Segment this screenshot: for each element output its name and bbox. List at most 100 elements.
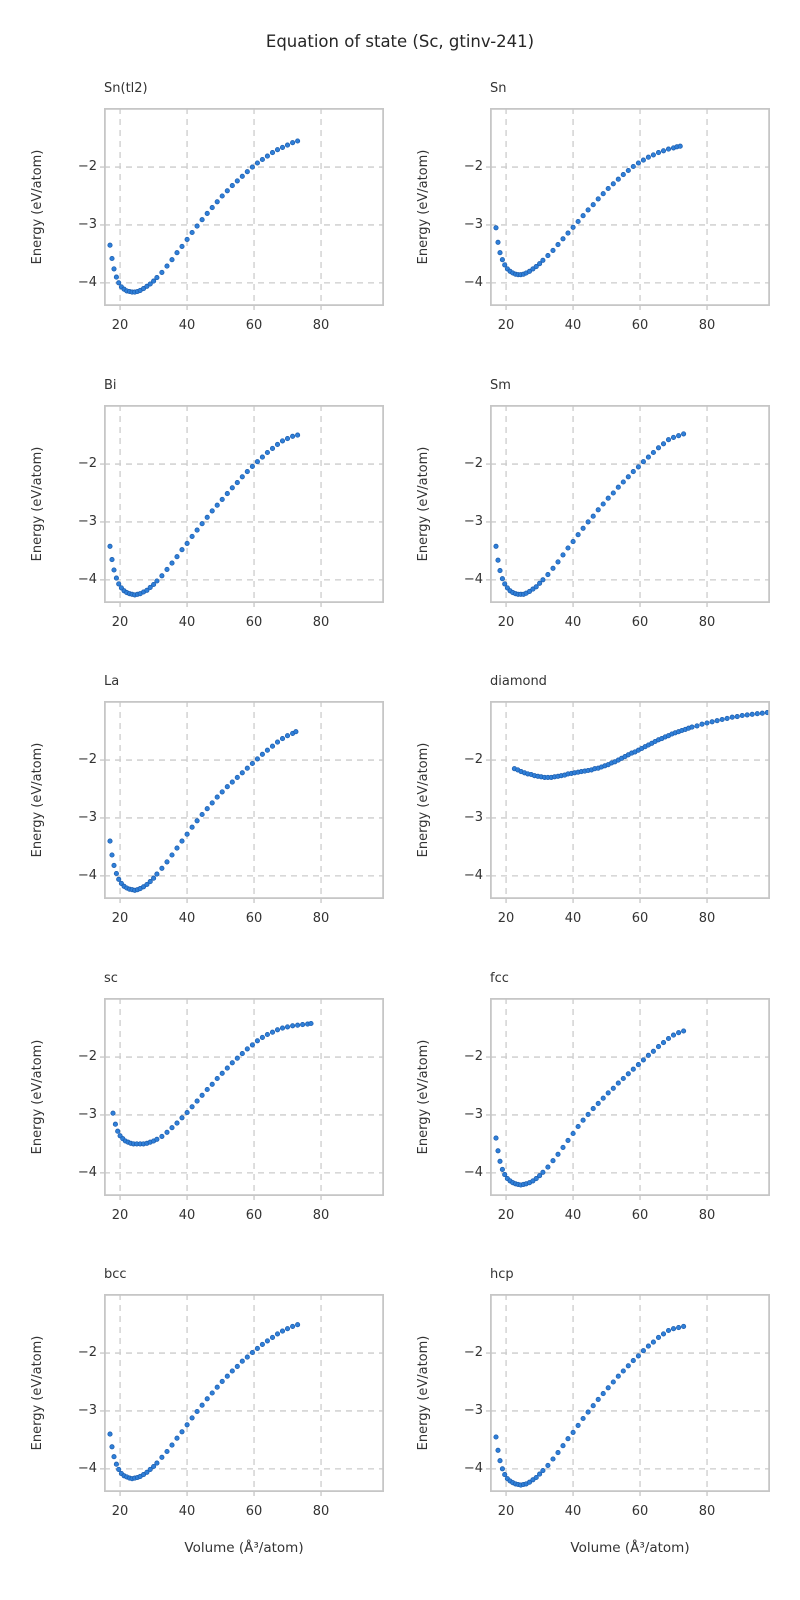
data-point bbox=[147, 584, 153, 590]
x-axis-label-right-column: Volume (Å³/atom) bbox=[570, 1540, 690, 1556]
data-point bbox=[615, 1080, 621, 1086]
data-point bbox=[537, 1471, 543, 1477]
data-point bbox=[229, 1368, 235, 1374]
data-point bbox=[570, 1429, 576, 1435]
data-point bbox=[635, 160, 641, 166]
data-point bbox=[560, 236, 566, 242]
data-point bbox=[635, 1062, 641, 1068]
y-tick-label: −2 bbox=[77, 752, 97, 768]
data-point bbox=[234, 480, 240, 486]
x-tick-label: 60 bbox=[245, 1208, 263, 1223]
data-point bbox=[630, 469, 636, 475]
data-point bbox=[610, 181, 616, 187]
y-axis-label: Energy (eV/atom) bbox=[30, 1039, 45, 1155]
data-point bbox=[159, 573, 165, 579]
data-point bbox=[719, 716, 725, 723]
data-point bbox=[293, 729, 299, 735]
data-point bbox=[640, 1057, 646, 1063]
data-point bbox=[595, 196, 601, 202]
y-tick-label: −4 bbox=[463, 571, 483, 587]
y-tick-label: −3 bbox=[77, 1402, 97, 1418]
data-point bbox=[590, 1106, 596, 1112]
data-point bbox=[676, 1030, 682, 1036]
data-point bbox=[279, 438, 286, 444]
data-point bbox=[115, 1128, 121, 1134]
data-point bbox=[140, 286, 147, 292]
data-point bbox=[495, 1148, 501, 1154]
data-point bbox=[759, 710, 765, 716]
data-point bbox=[497, 568, 503, 574]
data-point bbox=[154, 1136, 160, 1142]
data-point bbox=[580, 525, 586, 531]
data-point bbox=[259, 751, 265, 757]
data-point bbox=[239, 1051, 245, 1057]
data-point bbox=[269, 150, 276, 156]
data-point bbox=[540, 577, 546, 583]
data-point bbox=[219, 193, 225, 199]
data-point bbox=[111, 862, 117, 868]
x-tick-label: 20 bbox=[497, 318, 515, 333]
data-point bbox=[209, 1390, 215, 1396]
data-point bbox=[154, 578, 160, 584]
subplot-title-1: Sn(tl2) bbox=[104, 81, 148, 96]
data-point bbox=[290, 1323, 296, 1329]
y-axis-label: Energy (eV/atom) bbox=[416, 446, 431, 562]
data-point bbox=[199, 1402, 205, 1408]
data-point bbox=[219, 1070, 225, 1076]
data-point bbox=[284, 142, 291, 148]
data-point bbox=[109, 255, 115, 262]
data-point bbox=[610, 490, 616, 496]
data-point bbox=[595, 1100, 601, 1106]
data-point bbox=[670, 1032, 677, 1038]
y-axis-label: Energy (eV/atom) bbox=[30, 742, 45, 858]
data-point bbox=[116, 1466, 122, 1472]
data-point bbox=[585, 519, 591, 525]
subplot-title-8: fcc bbox=[490, 971, 509, 986]
data-point bbox=[199, 811, 205, 818]
axes-border bbox=[103, 1293, 385, 1492]
data-point bbox=[113, 1461, 119, 1467]
data-point bbox=[590, 513, 596, 519]
data-point bbox=[580, 213, 586, 219]
data-point bbox=[660, 148, 667, 154]
data-point bbox=[140, 884, 147, 890]
data-point bbox=[224, 784, 230, 790]
subplot-8-plot-area bbox=[486, 997, 771, 1200]
data-point bbox=[630, 1358, 636, 1364]
data-point bbox=[189, 1415, 195, 1421]
data-point bbox=[254, 1345, 260, 1351]
data-point bbox=[107, 242, 113, 248]
data-point bbox=[650, 152, 656, 158]
x-tick-label: 60 bbox=[245, 1504, 263, 1519]
data-point bbox=[734, 714, 740, 720]
data-point bbox=[555, 1450, 561, 1456]
data-point bbox=[724, 715, 730, 721]
x-tick-label: 20 bbox=[497, 1208, 515, 1223]
data-point bbox=[116, 876, 122, 882]
data-point bbox=[229, 485, 235, 491]
data-point bbox=[234, 1055, 240, 1061]
data-point bbox=[259, 156, 265, 163]
data-point bbox=[174, 554, 180, 560]
y-tick-label: −2 bbox=[463, 1345, 483, 1361]
data-point bbox=[550, 1456, 556, 1462]
data-point bbox=[239, 1358, 245, 1364]
data-point bbox=[154, 1460, 160, 1466]
data-point bbox=[540, 1468, 546, 1474]
data-point bbox=[151, 581, 157, 588]
data-point bbox=[565, 230, 571, 236]
data-point bbox=[269, 743, 276, 749]
data-point bbox=[560, 1144, 566, 1150]
data-point bbox=[151, 1463, 157, 1470]
data-point bbox=[295, 432, 301, 438]
x-tick-label: 40 bbox=[564, 911, 582, 926]
data-point bbox=[244, 765, 250, 771]
data-point bbox=[154, 871, 160, 877]
data-point bbox=[600, 1095, 606, 1101]
subplot-title-4: Sm bbox=[490, 378, 511, 393]
data-point bbox=[113, 575, 119, 581]
data-point bbox=[526, 588, 533, 594]
y-tick-label: −3 bbox=[463, 1106, 483, 1122]
data-point bbox=[194, 223, 200, 229]
data-point bbox=[254, 160, 260, 166]
